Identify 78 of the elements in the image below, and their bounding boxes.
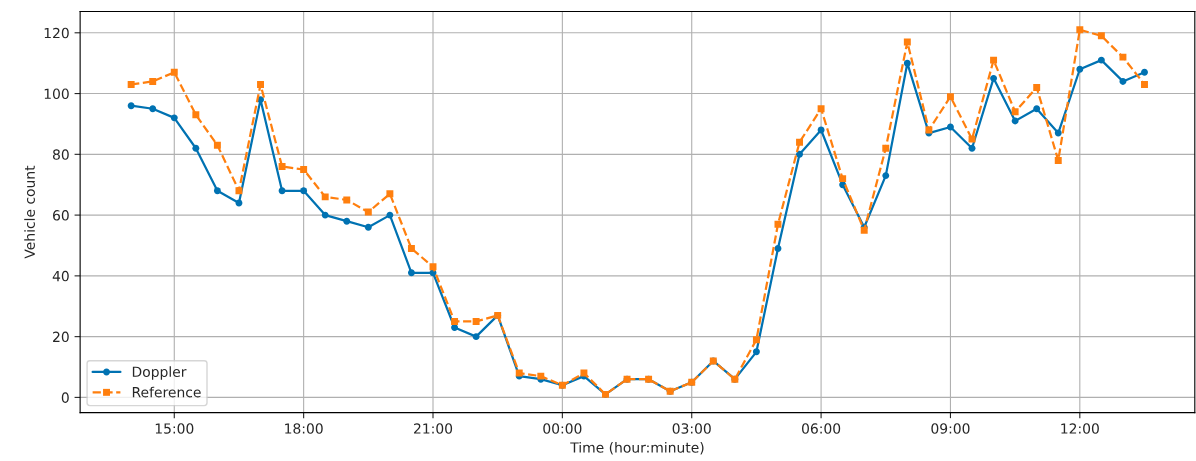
point <box>321 193 329 201</box>
point <box>1054 156 1062 164</box>
point <box>1097 56 1105 64</box>
point <box>1076 65 1084 73</box>
point <box>882 144 890 152</box>
point <box>774 220 782 228</box>
x-tick-label: 09:00 <box>931 423 970 434</box>
point <box>300 187 308 195</box>
point <box>213 187 221 195</box>
x-tick-label: 03:00 <box>672 423 711 434</box>
point <box>407 245 415 252</box>
point <box>990 74 998 82</box>
point <box>386 190 394 198</box>
point <box>990 56 998 64</box>
point <box>472 317 480 325</box>
legend-label: Doppler <box>132 366 187 380</box>
point <box>170 68 178 76</box>
point <box>149 77 157 85</box>
point <box>796 150 803 158</box>
x-tick-label: 06:00 <box>801 423 841 434</box>
point <box>946 123 954 131</box>
point <box>257 80 264 88</box>
x-tick-label: 12:00 <box>1061 423 1099 434</box>
y-tick-label: 120 <box>44 27 69 39</box>
point <box>472 333 480 341</box>
point <box>278 187 286 195</box>
point <box>882 172 890 180</box>
point <box>127 102 135 110</box>
point <box>321 211 329 219</box>
x-tick-label: 18:00 <box>285 423 323 434</box>
point <box>752 348 760 356</box>
point <box>343 217 351 225</box>
point <box>1054 129 1062 137</box>
x-tick-label: 21:00 <box>414 423 453 434</box>
point <box>170 114 178 122</box>
point <box>149 105 157 113</box>
point <box>903 59 911 67</box>
point <box>817 105 825 113</box>
x-axis-title: Time (hour:minute) <box>570 442 704 455</box>
y-tick-label: 60 <box>53 210 69 221</box>
legend-label: Reference <box>132 386 201 398</box>
y-tick-label: 100 <box>44 88 69 100</box>
y-tick-label: 80 <box>52 149 69 160</box>
point <box>364 223 372 231</box>
y-tick-label: 40 <box>52 270 69 282</box>
point <box>1033 105 1041 113</box>
point <box>1033 84 1041 91</box>
point <box>1119 77 1127 85</box>
x-tick-label: 15:00 <box>155 423 194 434</box>
point <box>192 111 200 119</box>
point <box>796 138 803 146</box>
point <box>1076 26 1084 34</box>
point <box>407 269 415 277</box>
point <box>1011 117 1019 125</box>
point <box>968 144 976 152</box>
point <box>192 144 200 152</box>
point <box>213 141 221 149</box>
point <box>752 336 760 344</box>
point <box>839 175 847 183</box>
point <box>903 38 911 46</box>
point <box>343 196 351 204</box>
y-tick-label: 20 <box>53 331 69 343</box>
point <box>127 80 135 88</box>
x-tick-label: 00:00 <box>543 423 582 434</box>
point <box>364 208 372 216</box>
point <box>1097 32 1105 40</box>
y-tick-label: 0 <box>61 392 69 403</box>
point <box>946 93 954 101</box>
point <box>235 187 243 195</box>
point <box>1011 108 1019 116</box>
point <box>774 245 782 252</box>
point <box>1141 80 1148 88</box>
point <box>451 317 459 325</box>
point <box>278 163 286 170</box>
point <box>1141 68 1148 76</box>
y-axis-title: Vehicle count <box>24 165 35 259</box>
point <box>300 166 308 173</box>
point <box>1119 53 1127 61</box>
